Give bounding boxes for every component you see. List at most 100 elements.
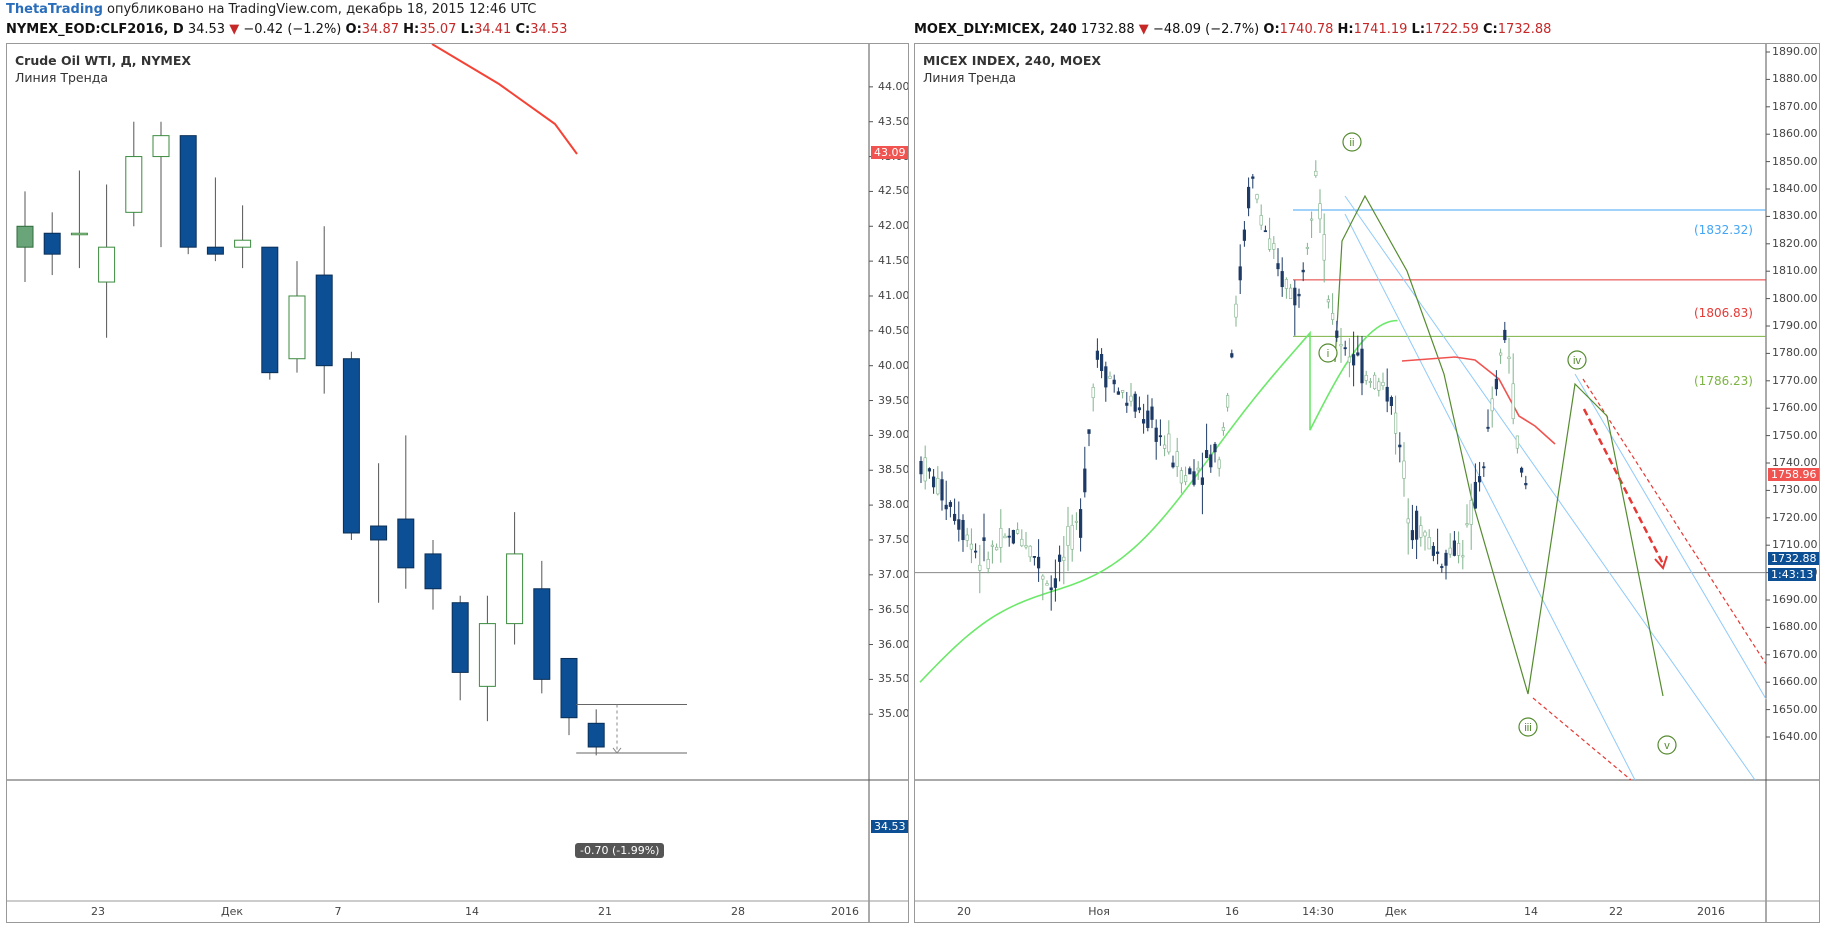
right-y-tick-label: 1750.00 [1772,428,1818,442]
right-symbol[interactable]: MOEX_DLY:MICEX, 240 [914,22,1077,37]
right-y-tick-label: 1740.00 [1772,456,1818,469]
candle-body [1217,459,1221,469]
left-symbol[interactable]: NYMEX_EOD:CLF2016, D [6,22,184,37]
right-y-tick-label: 1840.00 [1772,182,1818,195]
channel-line-upper [1574,373,1767,700]
left-y-tick-label: 41.50 [878,254,909,268]
brand-link[interactable]: ThetaTrading [6,2,103,17]
candle-body [1133,393,1137,412]
right-h-label: H: [1337,22,1354,37]
candle-body [965,534,969,541]
left-x-tick-label: 2016 [831,905,859,918]
candle-body [1364,374,1368,381]
candle-body [1020,538,1024,547]
candle-body [931,476,936,488]
left-chart-subtitle: Линия Тренда [15,70,109,85]
candle-body [1343,347,1347,350]
candle-body [1305,247,1310,249]
candle-body [973,550,978,553]
candle [43,212,61,276]
left-x-tick-label: 14 [465,905,479,918]
right-y-tick-label: 1870.00 [1772,99,1818,113]
candle-body [936,477,940,495]
candle-body [940,479,944,501]
right-low: 1722.59 [1425,22,1479,37]
candle-body [1007,535,1011,538]
candle-body [1163,444,1167,449]
candle-body [1016,529,1020,534]
candle-body [1284,279,1289,289]
left-y-tick-label: 35.50 [878,672,909,686]
candle-body [1196,467,1200,471]
candle-body [1230,353,1234,358]
candle-body [1242,229,1247,241]
publish-info: опубликовано на TradingView.com, декабрь… [107,2,537,17]
right-x-tick-label: 14:30 [1302,905,1334,918]
left-h-label: H: [403,22,420,37]
candle-body [342,358,360,534]
right-x-tick-label: 20 [957,905,971,918]
right-y-tick-label: 1650.00 [1772,702,1818,716]
candle-body [1297,293,1301,297]
left-x-tick-label: 21 [598,905,612,918]
wave-text: i [1327,348,1329,360]
right-open: 1740.78 [1279,22,1334,37]
candle-body [1414,510,1419,540]
candle-body [1024,545,1028,548]
candle-body [451,602,469,673]
candle-body [1465,523,1469,526]
candle-body [1372,374,1377,390]
candle-body [1058,554,1062,562]
candle-body [1498,352,1503,356]
candle-body [1524,483,1528,486]
right-high: 1741.19 [1353,22,1408,37]
left-y-tick-label: 37.50 [878,532,909,546]
wave-label-ii: ii [1342,132,1362,152]
right-last-price: 1732.88 [1080,22,1135,37]
candle-body [152,135,170,158]
candle [560,657,578,736]
candle-body [1221,427,1226,431]
wave-text: ii [1350,137,1355,149]
candle-body [1347,356,1352,363]
left-symbol-header: NYMEX_EOD:CLF2016, D 34.53 ▼ −0.42 (−1.2… [6,21,567,39]
candle-body [1070,524,1074,550]
left-c-label: C: [515,22,531,37]
candle-body [1003,535,1007,539]
candle-body [1482,466,1486,469]
red-arrow-head-icon [1654,555,1668,570]
candle [70,170,88,269]
right-y-tick-label: 1790.00 [1772,319,1818,332]
red-moving-average [1401,356,1556,445]
wave-label-iii: iii [1518,717,1538,737]
wave-label-v: v [1657,735,1677,755]
right-x-tick-label: 2016 [1697,905,1725,918]
candle [478,595,496,722]
left-y-tick-label: 37.00 [878,567,909,581]
candle-body [1255,194,1259,200]
right-x-tick-label: 22 [1609,905,1623,918]
candle [16,191,34,283]
left-chart-canvas[interactable] [7,44,908,922]
candle-body [1377,381,1381,391]
candle-body [1011,529,1015,544]
right-chart-panel[interactable]: i ii iii iv v MICEX INDEX, 240, MOEX Линия Т… [914,43,1820,923]
candle-body [1406,518,1410,524]
candle-body [1402,460,1406,479]
right-close: 1732.88 [1497,22,1552,37]
candle-body [234,239,252,248]
left-chart-panel[interactable]: Crude Oil WTI, Д, NYMEX Линия Тренда 35.… [6,43,909,923]
candle-body [397,518,415,569]
candle-body [1129,395,1133,402]
left-change: −0.42 (−1.2%) [243,22,342,37]
left-x-tick-label: 7 [334,905,342,918]
right-down-arrow-icon: ▼ [1138,22,1149,37]
candle-body [1435,551,1440,554]
candle-body [1137,407,1142,411]
candle-body [1494,378,1498,390]
candle-body [478,623,496,687]
left-down-arrow-icon: ▼ [229,22,240,37]
candle [261,246,279,380]
candle-body [1259,215,1263,226]
